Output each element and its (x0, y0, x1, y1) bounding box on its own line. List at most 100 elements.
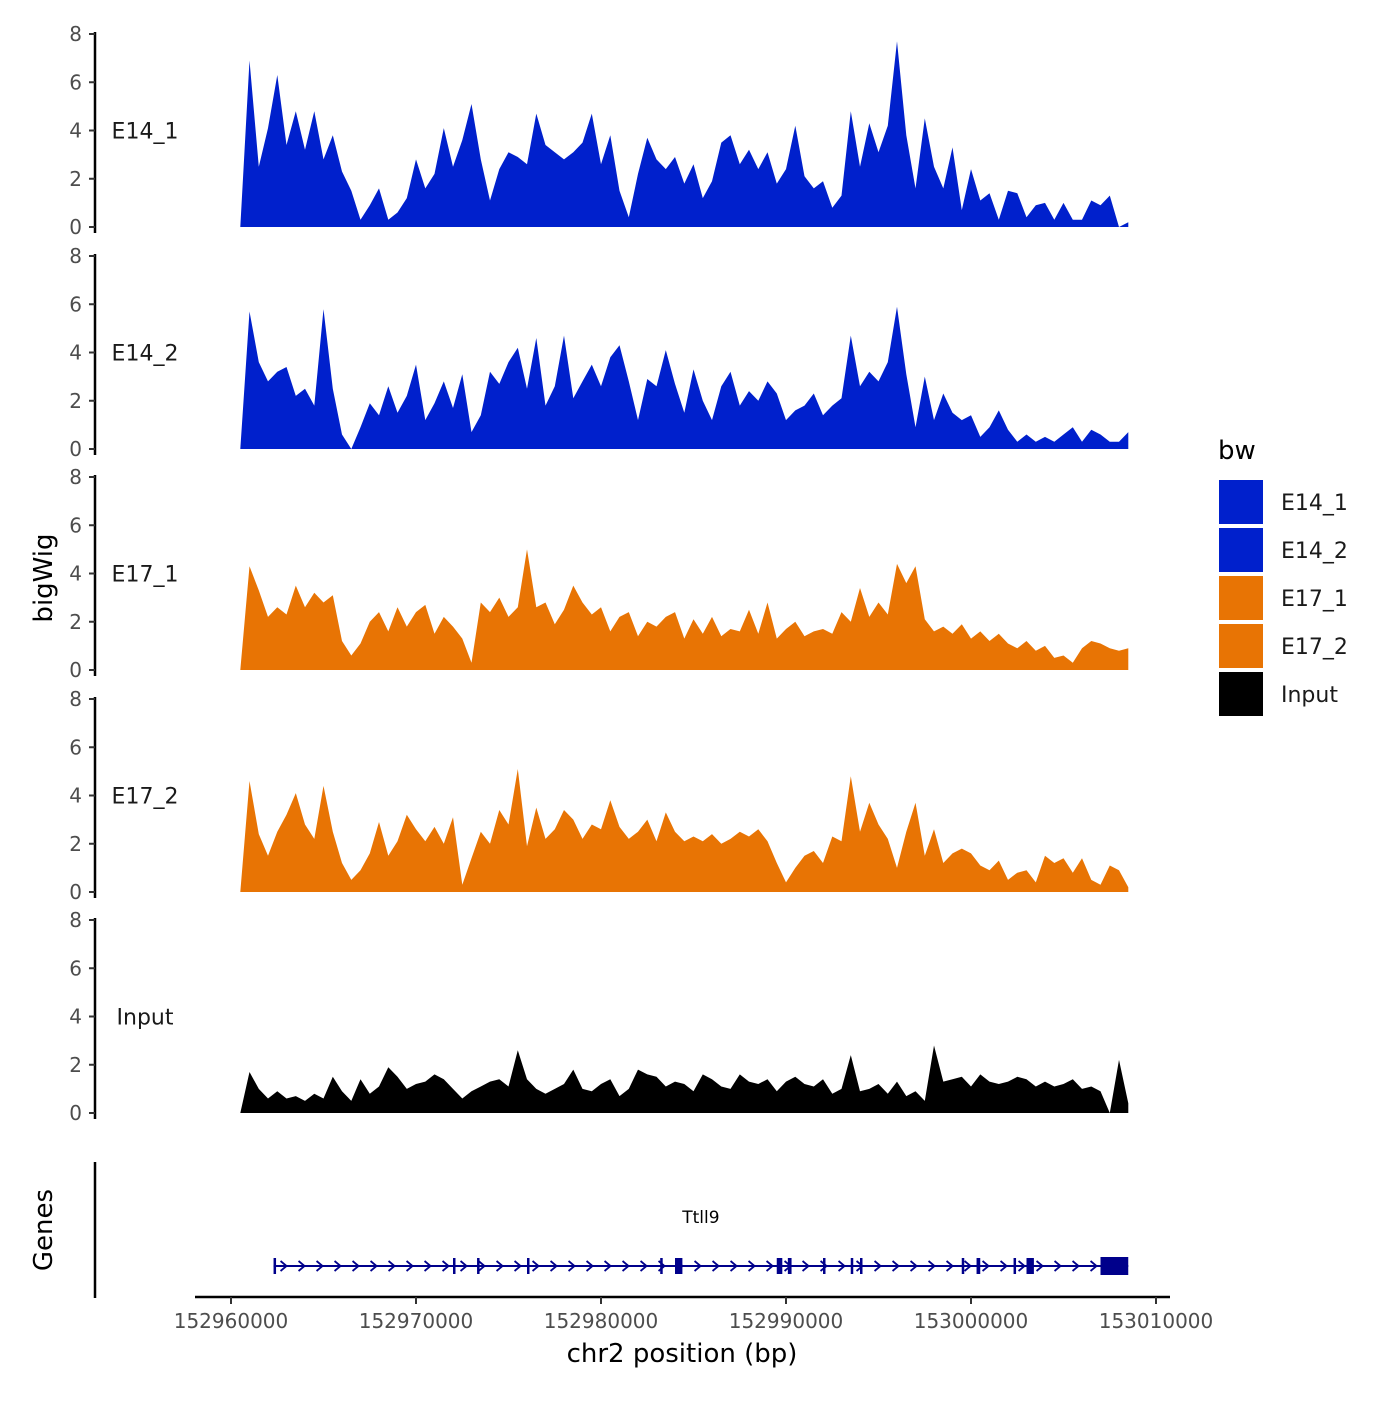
strand-arrow-icon (531, 1260, 540, 1272)
exon-Ttll9-2 (477, 1258, 480, 1274)
track-label-Input: Input (117, 1006, 174, 1031)
y-tick-label-E17_1-6: 6 (69, 513, 82, 537)
genes-group: Ttll9 (273, 1208, 1129, 1275)
area-E17_2 (240, 769, 1129, 892)
strand-arrow-icon (315, 1260, 324, 1272)
strand-arrow-icon (711, 1260, 720, 1272)
legend-label-E14_1: E14_1 (1281, 491, 1348, 516)
strand-arrow-icon (909, 1260, 918, 1272)
y-tick-label-Input-2: 2 (69, 1053, 82, 1077)
exon-Ttll9-3 (527, 1258, 530, 1274)
strand-arrow-icon (333, 1260, 342, 1272)
gene-label-Ttll9: Ttll9 (681, 1208, 719, 1228)
y-tick-label-Input-4: 4 (69, 1005, 82, 1029)
area-Input (240, 1045, 1129, 1113)
y-tick-label-E17_1-2: 2 (69, 610, 82, 634)
y-tick-label-E14_2-4: 4 (69, 341, 82, 365)
exon-Ttll9-11 (961, 1258, 965, 1274)
strand-arrow-icon (1035, 1260, 1044, 1272)
x-tick-label-152990000: 152990000 (729, 1309, 844, 1333)
legend-title: bw (1218, 436, 1256, 466)
strand-arrow-icon (423, 1260, 432, 1272)
legend-label-E14_2: E14_2 (1281, 539, 1348, 564)
y-tick-label-E14_1-6: 6 (69, 70, 82, 94)
area-E14_2 (240, 306, 1129, 449)
y-tick-label-E17_2-4: 4 (69, 784, 82, 808)
y-tick-label-E14_2-6: 6 (69, 292, 82, 316)
track-label-E14_2: E14_2 (112, 342, 179, 367)
legend-swatch-E14_2 (1219, 528, 1263, 572)
track-label-E17_1: E17_1 (112, 563, 179, 588)
y-tick-label-E14_1-0: 0 (69, 215, 82, 239)
exon-Ttll9-1 (453, 1258, 456, 1274)
x-tick-label-152980000: 152980000 (544, 1309, 659, 1333)
y-tick-label-E17_1-4: 4 (69, 562, 82, 586)
x-tick-label-153000000: 153000000 (914, 1309, 1029, 1333)
strand-arrow-icon (621, 1260, 630, 1272)
track-label-E17_2: E17_2 (112, 785, 179, 810)
area-E14_1 (240, 41, 1129, 228)
strand-arrow-icon (477, 1260, 486, 1272)
legend-swatch-E14_1 (1219, 480, 1263, 524)
strand-arrow-icon (981, 1260, 990, 1272)
exon-Ttll9-10 (860, 1258, 863, 1274)
strand-arrow-icon (513, 1260, 522, 1272)
strand-arrow-icon (927, 1260, 936, 1272)
x-tick-label-153010000: 153010000 (1099, 1309, 1214, 1333)
strand-arrow-icon (387, 1260, 396, 1272)
y-tick-label-E14_1-2: 2 (69, 167, 82, 191)
strand-arrow-icon (945, 1260, 954, 1272)
strand-arrow-icon (567, 1260, 576, 1272)
legend-label-E17_2: E17_2 (1281, 635, 1348, 660)
exon-Ttll9-13 (1013, 1258, 1017, 1274)
y-tick-label-Input-6: 6 (69, 956, 82, 980)
strand-arrow-icon (873, 1260, 882, 1272)
strand-arrow-icon (405, 1260, 414, 1272)
track-label-E14_1: E14_1 (112, 120, 179, 145)
strand-arrow-icon (801, 1260, 810, 1272)
legend: bw E14_1 E14_2 E17_1 E17_2 Input (1218, 436, 1348, 716)
strand-arrow-icon (963, 1260, 972, 1272)
x-tick-label-152960000: 152960000 (174, 1309, 289, 1333)
track-Input: 0 2 4 6 8 Input (69, 908, 1129, 1125)
strand-arrow-icon (855, 1260, 864, 1272)
exon-Ttll9-9 (850, 1258, 854, 1274)
track-E17_2: 0 2 4 6 8 E17_2 (69, 687, 1129, 904)
y-tick-label-E17_1-0: 0 (69, 658, 82, 682)
track-E17_1: 0 2 4 6 8 E17_1 (69, 465, 1129, 682)
exon-Ttll9-12 (976, 1258, 981, 1274)
exon-Ttll9-4 (660, 1258, 663, 1274)
strand-arrow-icon (279, 1260, 288, 1272)
legend-swatch-E17_2 (1219, 624, 1263, 668)
legend-label-E17_1: E17_1 (1281, 587, 1348, 612)
strand-arrow-icon (1089, 1260, 1098, 1272)
y-axis-title: bigWig (29, 533, 59, 622)
strand-arrow-icon (1071, 1260, 1080, 1272)
strand-arrow-icon (837, 1260, 846, 1272)
strand-arrow-icon (495, 1260, 504, 1272)
strand-arrow-icon (1053, 1260, 1062, 1272)
y-tick-label-E17_2-0: 0 (69, 880, 82, 904)
strand-arrow-icon (297, 1260, 306, 1272)
genes-axis-title: Genes (29, 1189, 59, 1271)
legend-label-Input: Input (1281, 683, 1338, 708)
strand-arrow-icon (819, 1260, 828, 1272)
strand-arrow-icon (351, 1260, 360, 1272)
y-tick-label-E14_2-8: 8 (69, 244, 82, 268)
tracks-group: 0 2 4 6 8 E14_1 0 2 4 6 8 E14_2 0 2 4 6 8 E17_1 0 2 4 6 8 E17_2… (69, 22, 1129, 1125)
exon-Ttll9-5 (675, 1258, 683, 1274)
exon-Ttll9-7 (787, 1258, 792, 1274)
strand-arrow-icon (639, 1260, 648, 1272)
strand-arrow-icon (765, 1260, 774, 1272)
x-tick-label-152970000: 152970000 (359, 1309, 474, 1333)
strand-arrow-icon (441, 1260, 450, 1272)
strand-arrow-icon (747, 1260, 756, 1272)
legend-swatch-E17_1 (1219, 576, 1263, 620)
y-tick-label-E14_1-4: 4 (69, 119, 82, 143)
strand-arrow-icon (369, 1260, 378, 1272)
y-tick-label-E14_1-8: 8 (69, 22, 82, 46)
exon-Ttll9-8 (823, 1258, 826, 1274)
strand-arrow-icon (1017, 1260, 1026, 1272)
